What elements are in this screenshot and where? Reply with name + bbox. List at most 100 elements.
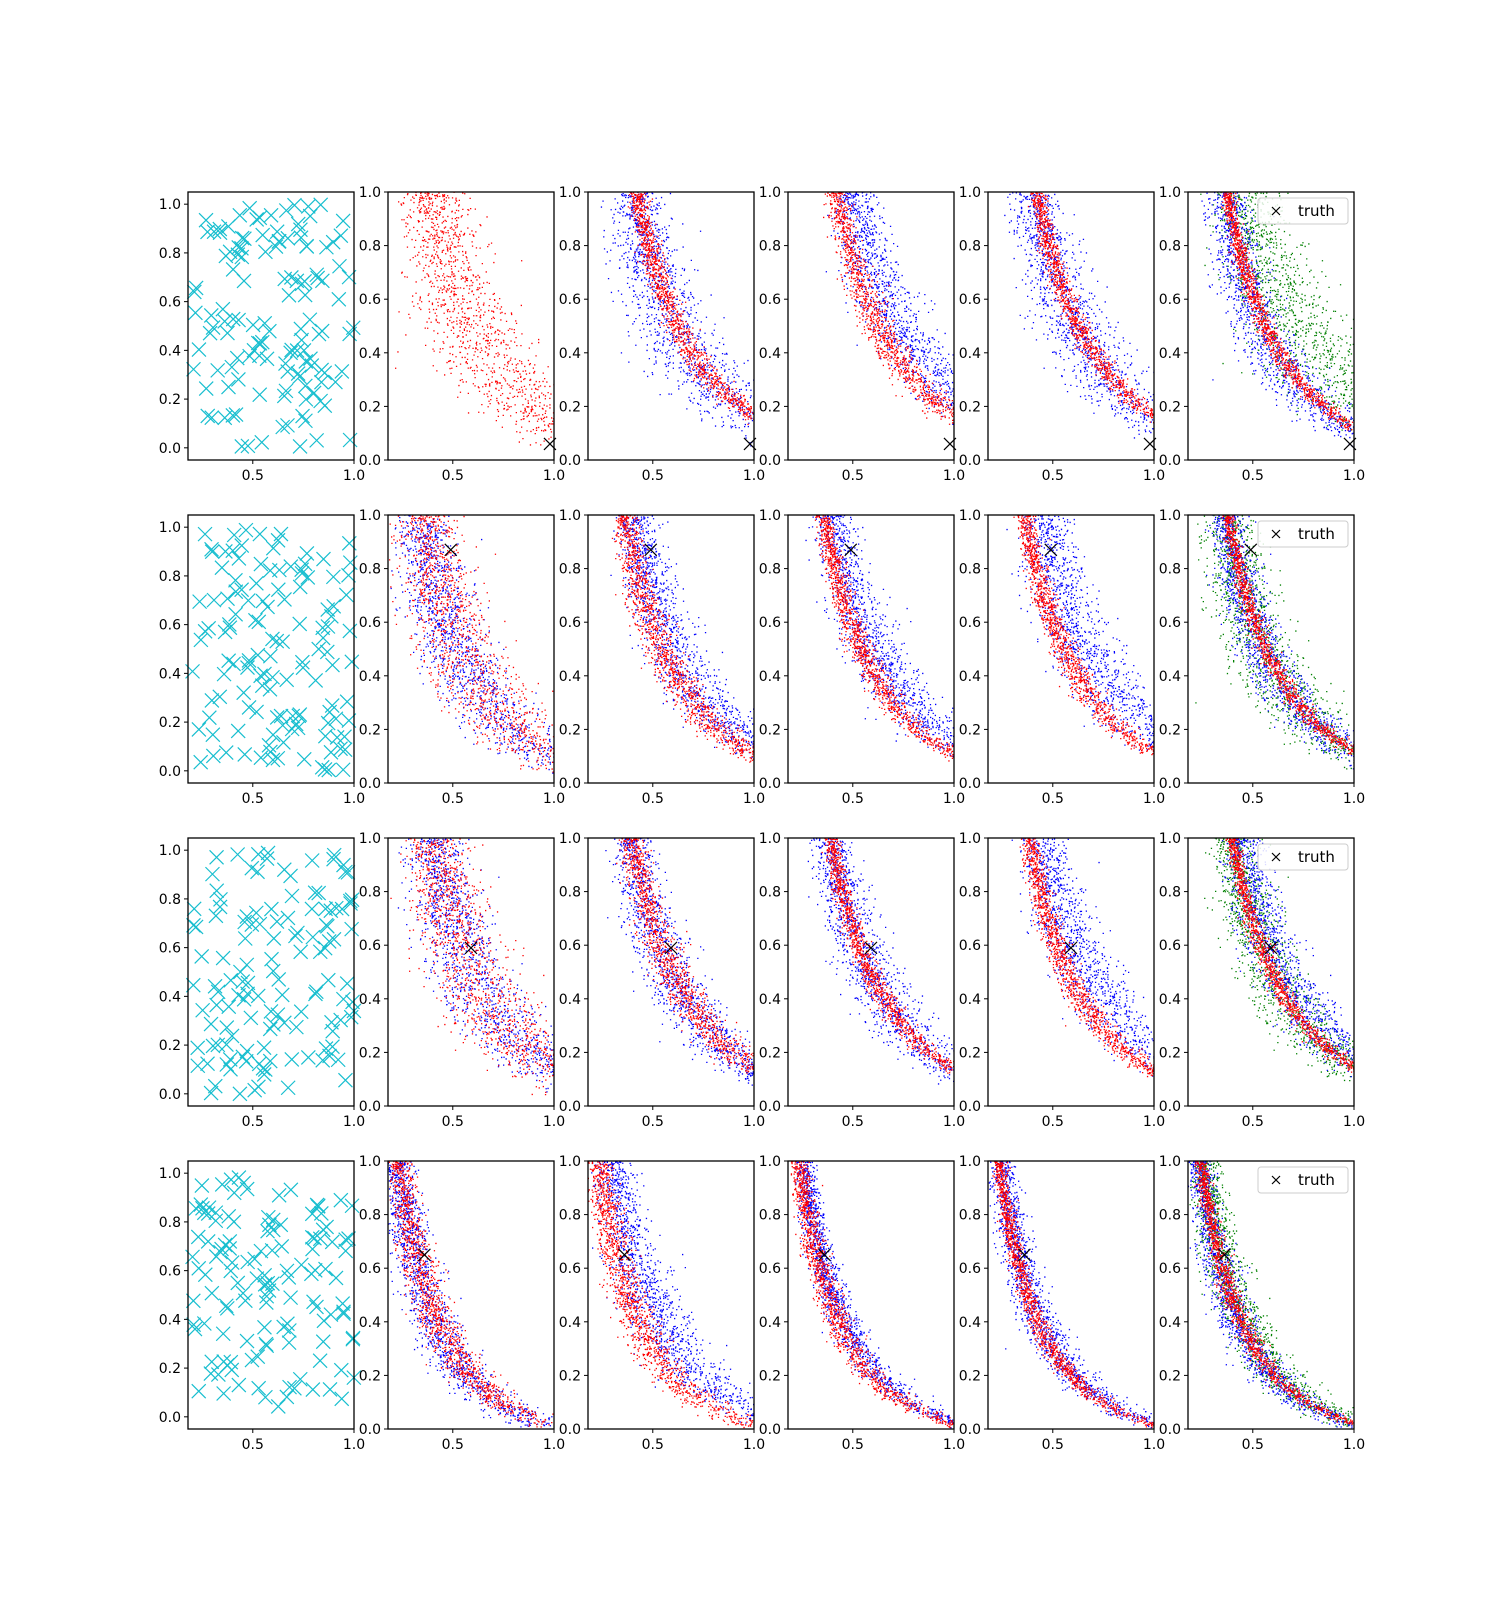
sample-marker (205, 411, 219, 425)
sample-marker (310, 1300, 324, 1314)
sample-marker (231, 724, 245, 738)
sample-marker (306, 1242, 320, 1256)
panel-r1-c4: 0.5 1.00.00.20.40.60.81.0 (759, 185, 1152, 484)
sample-marker (204, 1086, 218, 1100)
y-tick-label: 0.6 (759, 1261, 781, 1277)
sample-marker (308, 987, 322, 1001)
y-tick-label: 0.8 (359, 1208, 381, 1224)
y-tick-label: 0.2 (959, 1368, 981, 1384)
sample-marker (224, 1062, 238, 1076)
y-tick-label: 0.4 (359, 1315, 381, 1331)
sample-marker (276, 735, 290, 749)
sample-marker (303, 209, 317, 223)
sample-marker (332, 292, 346, 306)
sample-marker (325, 658, 339, 672)
y-tick-label: 0.0 (559, 1422, 581, 1438)
y-tick-label: 0.0 (359, 1099, 381, 1115)
x-tick-label: 0.5 (1242, 791, 1264, 807)
series-blue (1205, 510, 1486, 784)
sample-marker (306, 1383, 320, 1397)
x-tick-label: 0.5 (1042, 1437, 1064, 1453)
x-tick-label: 0.5 (642, 468, 664, 484)
sample-marker (224, 1264, 238, 1278)
sample-marker (345, 922, 359, 936)
sample-marker (203, 326, 217, 340)
sample-marker (293, 580, 307, 594)
sample-marker (251, 865, 265, 879)
y-tick-label: 1.0 (1159, 185, 1181, 201)
sample-marker (338, 1073, 352, 1087)
sample-marker (197, 1317, 211, 1331)
series-blue (807, 833, 1086, 1107)
y-tick-label: 1.0 (959, 185, 981, 201)
sample-marker (211, 363, 225, 377)
panel-r4-c2: 0.5 1.00.00.20.40.60.81.0 (359, 1154, 594, 1453)
sample-marker (266, 541, 280, 555)
sample-marker (284, 869, 298, 883)
y-tick-label: 0.2 (559, 1368, 581, 1384)
y-tick-label: 0.6 (559, 292, 581, 308)
sample-marker (346, 321, 360, 335)
y-tick-label: 0.8 (359, 239, 381, 255)
sample-marker (281, 1081, 295, 1095)
sample-marker (326, 235, 340, 249)
y-tick-label: 0.0 (959, 453, 981, 469)
y-tick-label: 0.0 (759, 1422, 781, 1438)
sample-marker (232, 551, 246, 565)
x-tick-label: 0.5 (442, 1114, 464, 1130)
sample-marker (316, 552, 330, 566)
x-tick-label: 0.5 (242, 1114, 264, 1130)
sample-marker (249, 576, 263, 590)
sample-marker (222, 654, 236, 668)
sample-marker (251, 648, 265, 662)
sample-marker (312, 886, 326, 900)
sample-marker (220, 1057, 234, 1071)
sample-marker (231, 847, 245, 861)
axes-frame (188, 838, 354, 1106)
x-tick-label: 0.5 (1042, 791, 1064, 807)
sample-marker (235, 250, 249, 264)
sample-marker (204, 1017, 218, 1031)
panel-r4-c3: 0.5 1.00.00.20.40.60.81.0 (559, 1154, 840, 1453)
y-tick-label: 0.2 (359, 399, 381, 415)
sample-marker (263, 1022, 277, 1036)
legend-label: truth (1298, 848, 1335, 866)
sample-marker (240, 958, 254, 972)
y-tick-label: 0.4 (1159, 346, 1181, 362)
sample-marker (204, 1367, 218, 1381)
panel-r2-c2: 0.5 1.00.00.20.40.60.81.0 (359, 508, 692, 807)
y-tick-label: 0.8 (1159, 239, 1181, 255)
sample-marker (287, 198, 301, 212)
sample-marker (218, 411, 232, 425)
sample-marker (232, 1378, 246, 1392)
sample-marker (281, 231, 295, 245)
y-tick-label: 0.6 (1159, 1261, 1181, 1277)
sample-marker (334, 1013, 348, 1027)
sample-marker (316, 621, 330, 635)
legend-label: truth (1298, 525, 1335, 543)
y-tick-label: 0.6 (559, 1261, 581, 1277)
series-red (383, 1156, 583, 1431)
y-tick-label: 0.6 (359, 292, 381, 308)
y-tick-label: 1.0 (759, 1154, 781, 1170)
sample-marker (305, 902, 319, 916)
y-tick-label: 0.0 (359, 1422, 381, 1438)
sample-marker (313, 1354, 327, 1368)
y-tick-label: 0.6 (559, 615, 581, 631)
y-tick-label: 0.0 (559, 453, 581, 469)
sample-marker (343, 433, 357, 447)
y-tick-label: 1.0 (1159, 508, 1181, 524)
sample-marker (336, 214, 350, 228)
y-tick-label: 0.6 (159, 941, 181, 957)
sample-marker (216, 1327, 230, 1341)
sample-marker (254, 557, 268, 571)
sample-marker (335, 1392, 349, 1406)
sample-marker (277, 592, 291, 606)
sample-marker (272, 1188, 286, 1202)
y-tick-label: 0.4 (959, 346, 981, 362)
sample-marker (296, 409, 310, 423)
sample-marker (218, 625, 232, 639)
sample-marker (205, 542, 219, 556)
